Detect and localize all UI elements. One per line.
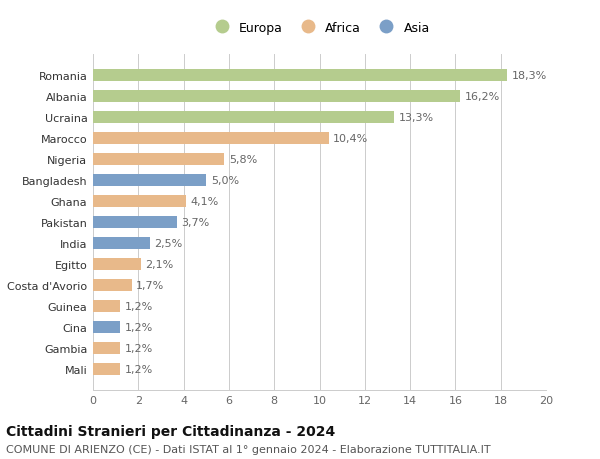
Bar: [93, 280, 131, 291]
Text: 5,0%: 5,0%: [211, 176, 239, 186]
Bar: [93, 364, 120, 375]
Bar: [93, 133, 329, 145]
Bar: [93, 322, 120, 333]
Legend: Europa, Africa, Asia: Europa, Africa, Asia: [205, 18, 434, 38]
Text: 2,5%: 2,5%: [154, 239, 182, 248]
Text: 13,3%: 13,3%: [399, 113, 434, 123]
Text: 16,2%: 16,2%: [464, 92, 500, 102]
Text: 10,4%: 10,4%: [333, 134, 368, 144]
Text: 3,7%: 3,7%: [181, 218, 209, 228]
Text: 1,2%: 1,2%: [125, 302, 153, 311]
Bar: [93, 342, 120, 354]
Text: 1,7%: 1,7%: [136, 280, 164, 291]
Bar: [93, 175, 206, 186]
Bar: [93, 154, 224, 166]
Bar: [93, 70, 508, 82]
Text: 1,2%: 1,2%: [125, 364, 153, 374]
Text: 1,2%: 1,2%: [125, 322, 153, 332]
Bar: [93, 217, 177, 229]
Bar: [93, 91, 460, 103]
Bar: [93, 259, 140, 270]
Text: 2,1%: 2,1%: [145, 259, 173, 269]
Bar: [93, 301, 120, 312]
Bar: [93, 112, 394, 123]
Bar: [93, 238, 149, 249]
Text: 1,2%: 1,2%: [125, 343, 153, 353]
Text: COMUNE DI ARIENZO (CE) - Dati ISTAT al 1° gennaio 2024 - Elaborazione TUTTITALIA: COMUNE DI ARIENZO (CE) - Dati ISTAT al 1…: [6, 444, 491, 454]
Text: 18,3%: 18,3%: [512, 71, 547, 81]
Text: 4,1%: 4,1%: [190, 197, 218, 207]
Text: Cittadini Stranieri per Cittadinanza - 2024: Cittadini Stranieri per Cittadinanza - 2…: [6, 425, 335, 438]
Bar: [93, 196, 186, 207]
Text: 5,8%: 5,8%: [229, 155, 257, 165]
